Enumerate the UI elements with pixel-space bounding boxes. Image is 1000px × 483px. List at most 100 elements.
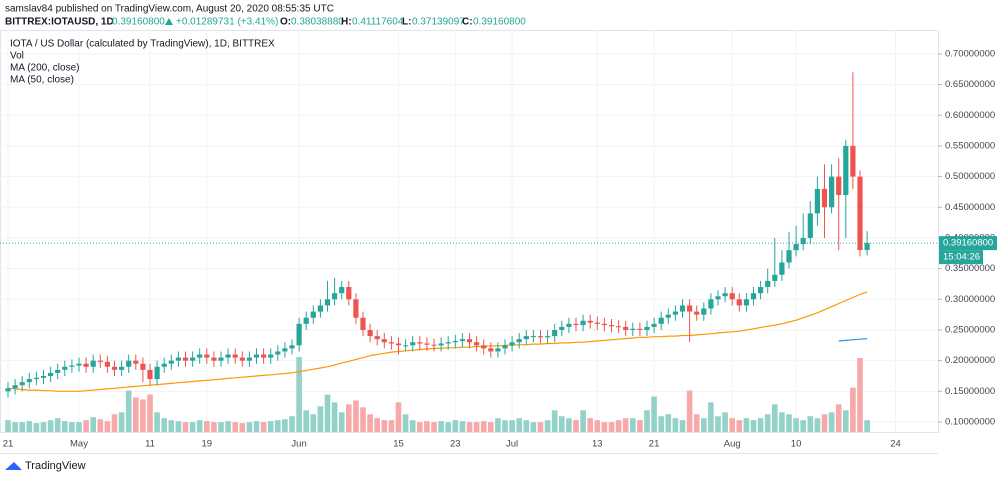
x-tick-label: 15 bbox=[393, 439, 404, 450]
candle-body bbox=[708, 299, 714, 309]
volume-bar bbox=[544, 420, 551, 432]
candle-body bbox=[530, 336, 536, 338]
candle-body bbox=[268, 354, 274, 358]
ohlc-header: BITTREX:IOTAUSD, 1D 0.39160800 +0.012897… bbox=[5, 17, 526, 28]
countdown-label: 15:04:26 bbox=[943, 252, 980, 263]
volume-bar bbox=[260, 422, 267, 432]
volume-bar bbox=[196, 420, 203, 432]
candle-body bbox=[836, 176, 842, 196]
volume-bar bbox=[580, 410, 586, 432]
y-tick-label: 0.50000000 bbox=[945, 171, 995, 182]
candle-body bbox=[488, 348, 494, 352]
volume-bar bbox=[289, 416, 295, 432]
volume-bar bbox=[374, 418, 380, 432]
ma-line bbox=[838, 338, 868, 342]
candle-body bbox=[367, 329, 373, 337]
candle-body bbox=[289, 345, 295, 349]
candle-body bbox=[403, 345, 409, 347]
volume-bar bbox=[168, 420, 175, 432]
x-tick-label: Jun bbox=[291, 439, 306, 450]
candle-body bbox=[814, 188, 820, 214]
publisher: samslav84 published on TradingView.com, … bbox=[5, 4, 334, 15]
candle-body bbox=[545, 336, 551, 338]
candle-body bbox=[5, 388, 11, 392]
candle-body bbox=[658, 317, 664, 324]
candle-body bbox=[339, 287, 345, 294]
volume-bar bbox=[857, 357, 863, 432]
volume-bar bbox=[317, 406, 324, 432]
y-tick-label: 0.60000000 bbox=[945, 110, 995, 121]
volume-bar bbox=[459, 421, 466, 432]
candle-body bbox=[431, 344, 437, 346]
candle-body bbox=[807, 213, 813, 238]
symbol: BITTREX:IOTAUSD, 1D bbox=[5, 17, 114, 28]
volume-bar bbox=[715, 416, 721, 432]
volume-bar bbox=[466, 422, 473, 432]
volume-bar bbox=[573, 420, 579, 432]
volume-bar bbox=[736, 420, 743, 432]
volume-bar bbox=[90, 417, 96, 432]
candle-body bbox=[69, 365, 75, 367]
volume-bar bbox=[516, 418, 522, 432]
volume-bar bbox=[83, 420, 89, 432]
candle-body bbox=[395, 343, 402, 346]
candle-body bbox=[743, 299, 749, 306]
candle-body bbox=[346, 287, 352, 300]
candle-body bbox=[168, 360, 174, 364]
volume-bar bbox=[402, 414, 409, 432]
candle-body bbox=[324, 299, 331, 306]
x-tick-label: Jul bbox=[506, 439, 518, 450]
candle-body bbox=[190, 357, 196, 361]
candle-body bbox=[353, 299, 359, 318]
y-tick-label: 0.35000000 bbox=[945, 263, 995, 274]
candle-body bbox=[76, 363, 82, 366]
candle-body bbox=[502, 345, 508, 349]
logo-icon bbox=[5, 462, 22, 470]
last-price: 0.39160800 bbox=[112, 17, 165, 28]
volume-bar bbox=[828, 412, 835, 432]
volume-bar bbox=[601, 422, 608, 432]
candle-body bbox=[679, 305, 686, 312]
volume-bar bbox=[772, 404, 778, 432]
volume-bar bbox=[722, 412, 728, 432]
plot-frame bbox=[0, 30, 939, 433]
volume-bar bbox=[175, 421, 182, 432]
volume-bar bbox=[189, 422, 196, 432]
volume-bar bbox=[331, 402, 338, 432]
candle-body bbox=[566, 323, 572, 327]
volume-bar bbox=[161, 418, 167, 432]
volume-bar bbox=[537, 422, 544, 432]
candle-body bbox=[701, 308, 707, 315]
volume-bar bbox=[843, 410, 849, 432]
volume-bar bbox=[5, 420, 11, 432]
change: +0.01289731 (+3.41%) bbox=[176, 17, 278, 28]
volume-bar bbox=[26, 421, 33, 432]
candle-body bbox=[637, 328, 643, 330]
y-tick-label: 0.30000000 bbox=[945, 294, 995, 305]
candle-body bbox=[140, 363, 146, 370]
volume-bar bbox=[672, 418, 679, 432]
volume-bar bbox=[12, 422, 18, 432]
volume-bar bbox=[615, 420, 622, 432]
volume-bar bbox=[764, 414, 771, 432]
candle-body bbox=[722, 293, 728, 297]
volume-bar bbox=[431, 422, 437, 432]
volume-bar bbox=[239, 423, 246, 432]
candle-body bbox=[623, 326, 629, 330]
y-tick-label: 0.55000000 bbox=[945, 140, 995, 151]
volume-bar bbox=[480, 421, 487, 432]
candle-body bbox=[182, 357, 189, 361]
volume-bar bbox=[118, 412, 125, 432]
volume-bar bbox=[786, 414, 792, 432]
up-icon bbox=[165, 18, 173, 25]
candle-body bbox=[48, 372, 54, 376]
candle-body bbox=[651, 323, 657, 327]
volume-bar bbox=[757, 418, 764, 432]
candle-body bbox=[843, 145, 849, 196]
volume-bar bbox=[154, 412, 160, 432]
y-tick-label: 0.10000000 bbox=[945, 417, 995, 428]
volume-bar bbox=[54, 418, 61, 432]
candle-body bbox=[459, 339, 465, 342]
volume-bar bbox=[658, 416, 664, 432]
